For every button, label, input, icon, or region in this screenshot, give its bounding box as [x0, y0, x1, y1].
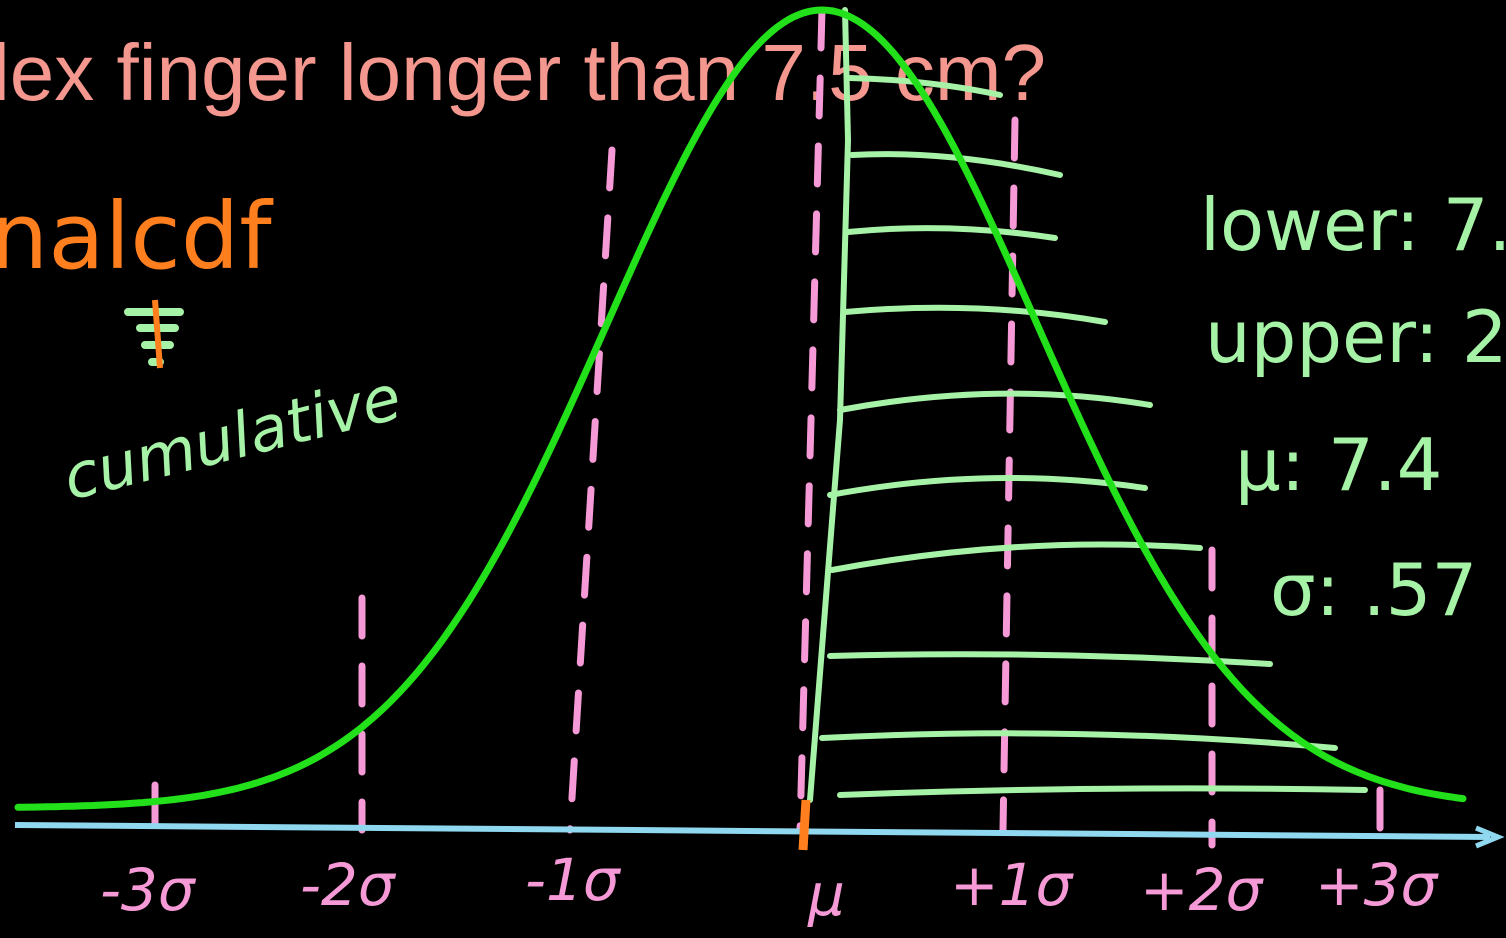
blackboard: lex finger longer than 7.5 cm? nalcdf cu… — [0, 0, 1506, 938]
axis-label: +2σ — [1140, 856, 1264, 924]
axis-label: -1σ — [525, 846, 622, 914]
param-mean: μ: 7.4 — [1235, 423, 1442, 507]
param-sd: σ: .57 — [1270, 548, 1477, 632]
axis-label: -2σ — [300, 851, 397, 919]
axis-label: μ — [807, 861, 845, 929]
param-lower: lower: 7.5 — [1200, 183, 1506, 267]
page: lex finger longer than 7.5 cm? nalcdf cu… — [0, 0, 1506, 938]
function-name: nalcdf — [0, 183, 274, 290]
question-text: lex finger longer than 7.5 cm? — [0, 28, 1046, 117]
axis-label: +1σ — [950, 851, 1074, 919]
param-upper: upper: 20 — [1205, 295, 1506, 379]
axis-label: -3σ — [100, 856, 197, 924]
mean-marker — [803, 800, 806, 850]
axis-label: +3σ — [1315, 851, 1439, 919]
